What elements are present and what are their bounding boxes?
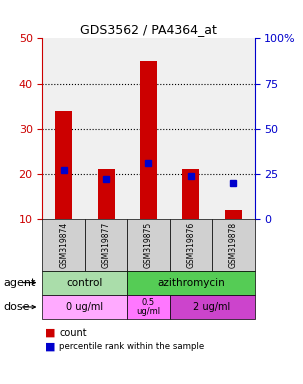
Text: control: control (67, 278, 103, 288)
Title: GDS3562 / PA4364_at: GDS3562 / PA4364_at (80, 23, 217, 36)
Text: GSM319874: GSM319874 (59, 222, 68, 268)
Text: 0 ug/ml: 0 ug/ml (66, 302, 103, 312)
Text: 2 ug/ml: 2 ug/ml (194, 302, 231, 312)
Text: agent: agent (3, 278, 35, 288)
Bar (182, 169, 199, 219)
Text: GSM319876: GSM319876 (186, 222, 195, 268)
Text: ■: ■ (45, 341, 56, 351)
Text: GSM319878: GSM319878 (229, 222, 238, 268)
Bar (225, 210, 242, 219)
Text: 0.5
ug/ml: 0.5 ug/ml (136, 298, 161, 316)
Text: percentile rank within the sample: percentile rank within the sample (59, 342, 204, 351)
Bar (140, 61, 157, 219)
Text: count: count (59, 328, 87, 338)
Bar (98, 169, 115, 219)
Text: dose: dose (3, 302, 29, 312)
Text: azithromycin: azithromycin (157, 278, 225, 288)
Text: ■: ■ (45, 328, 56, 338)
Text: GSM319875: GSM319875 (144, 222, 153, 268)
Text: GSM319877: GSM319877 (102, 222, 111, 268)
Bar (55, 111, 72, 219)
